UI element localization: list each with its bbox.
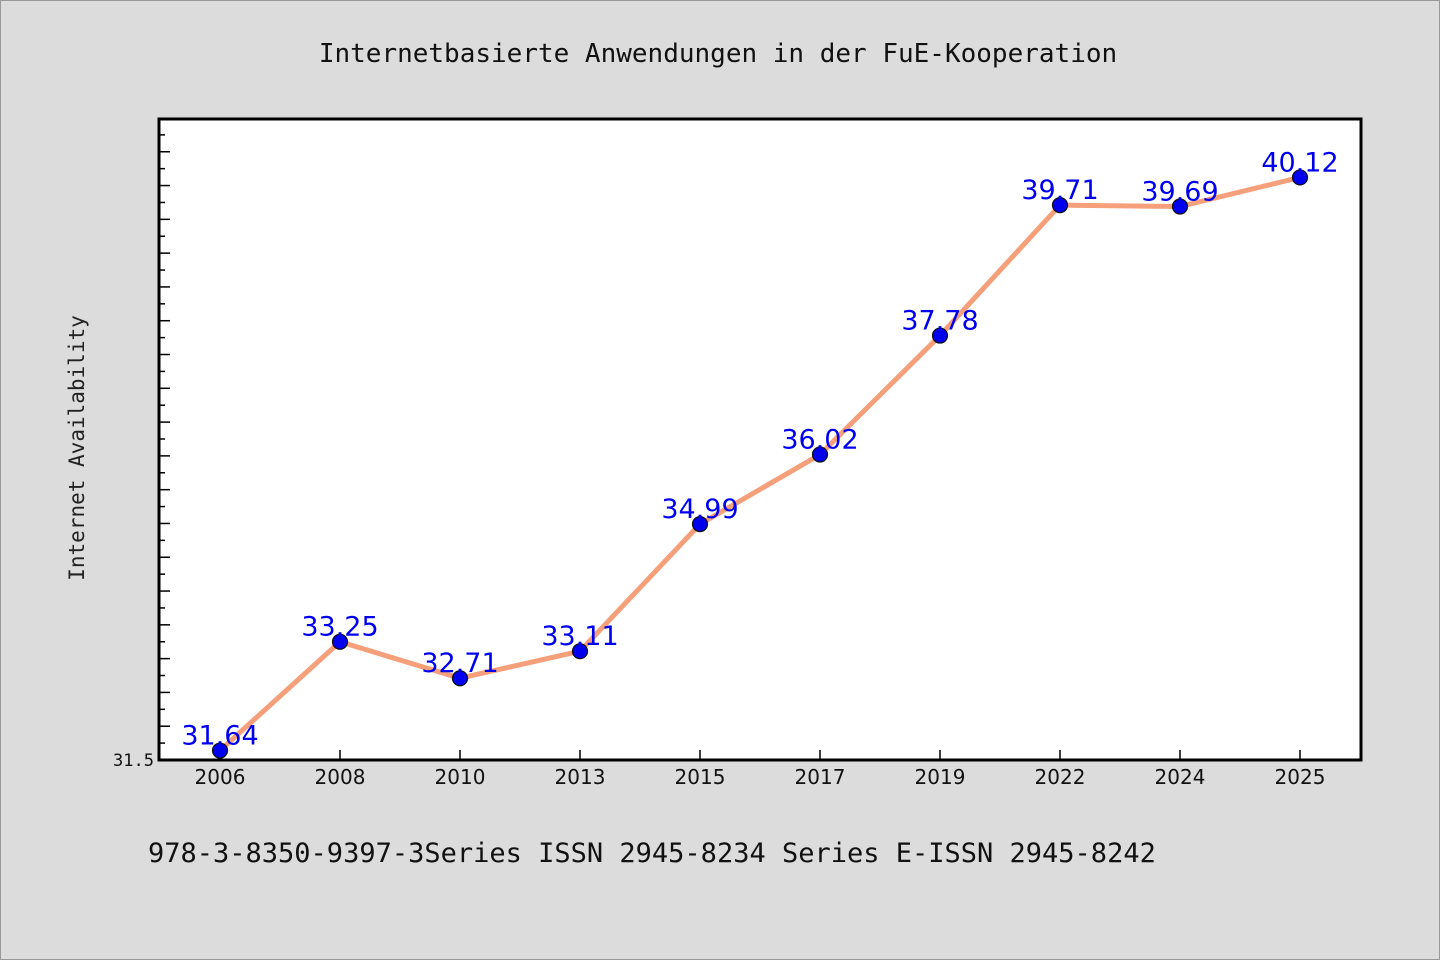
series-group bbox=[211, 169, 1309, 759]
plot-area bbox=[157, 117, 1363, 762]
data-point bbox=[211, 742, 229, 759]
data-point bbox=[1291, 169, 1309, 186]
data-point bbox=[1171, 198, 1189, 215]
data-label: 37.78 bbox=[901, 306, 978, 337]
series-line bbox=[217, 174, 1303, 754]
data-label: 33.11 bbox=[541, 621, 618, 652]
data-label: 39.71 bbox=[1021, 175, 1098, 206]
data-label: 31.64 bbox=[181, 721, 258, 752]
footer-text: 978-3-8350-9397-3Series ISSN 2945-8234 S… bbox=[148, 838, 1156, 869]
data-label: 39.69 bbox=[1141, 177, 1218, 208]
data-label: 36.02 bbox=[781, 425, 858, 456]
y-axis-label: Internet Availability bbox=[65, 315, 89, 581]
x-tick-label: 2015 bbox=[675, 765, 726, 789]
x-tick-label: 2019 bbox=[915, 765, 966, 789]
data-label: 33.25 bbox=[301, 612, 378, 643]
x-tick-label: 2008 bbox=[315, 765, 366, 789]
data-point bbox=[451, 670, 469, 687]
x-tick-label: 2017 bbox=[795, 765, 846, 789]
data-point bbox=[331, 633, 349, 650]
x-tick-label: 2010 bbox=[435, 765, 486, 789]
x-tick-label: 2006 bbox=[195, 765, 246, 789]
data-point bbox=[571, 643, 589, 660]
data-labels: 31.64 33.25 32.71 33.11 34.99 36.02 37.78 39.71… bbox=[181, 147, 1338, 751]
chart-title: Internetbasierte Anwendungen in der FuE-… bbox=[319, 39, 1117, 69]
x-tick-label: 2024 bbox=[1155, 765, 1206, 789]
y-tick-label: 31.5 bbox=[113, 751, 154, 771]
x-axis-tick-labels: 2006 2008 2010 2013 2015 2017 2019 2022 2024 2025 bbox=[195, 765, 1326, 789]
x-tick-label: 2025 bbox=[1275, 765, 1326, 789]
data-label: 34.99 bbox=[661, 494, 738, 525]
data-point bbox=[691, 516, 709, 533]
data-label: 32.71 bbox=[421, 648, 498, 679]
data-point bbox=[931, 327, 949, 344]
y-axis-tick-labels: 31.5 bbox=[113, 751, 154, 771]
y-axis-ticks bbox=[160, 134, 170, 761]
x-axis-ticks bbox=[219, 750, 1301, 760]
x-tick-label: 2013 bbox=[555, 765, 606, 789]
x-tick-label: 2022 bbox=[1035, 765, 1086, 789]
data-label: 40.12 bbox=[1261, 147, 1338, 178]
data-point bbox=[1051, 197, 1069, 214]
data-point bbox=[811, 446, 829, 463]
